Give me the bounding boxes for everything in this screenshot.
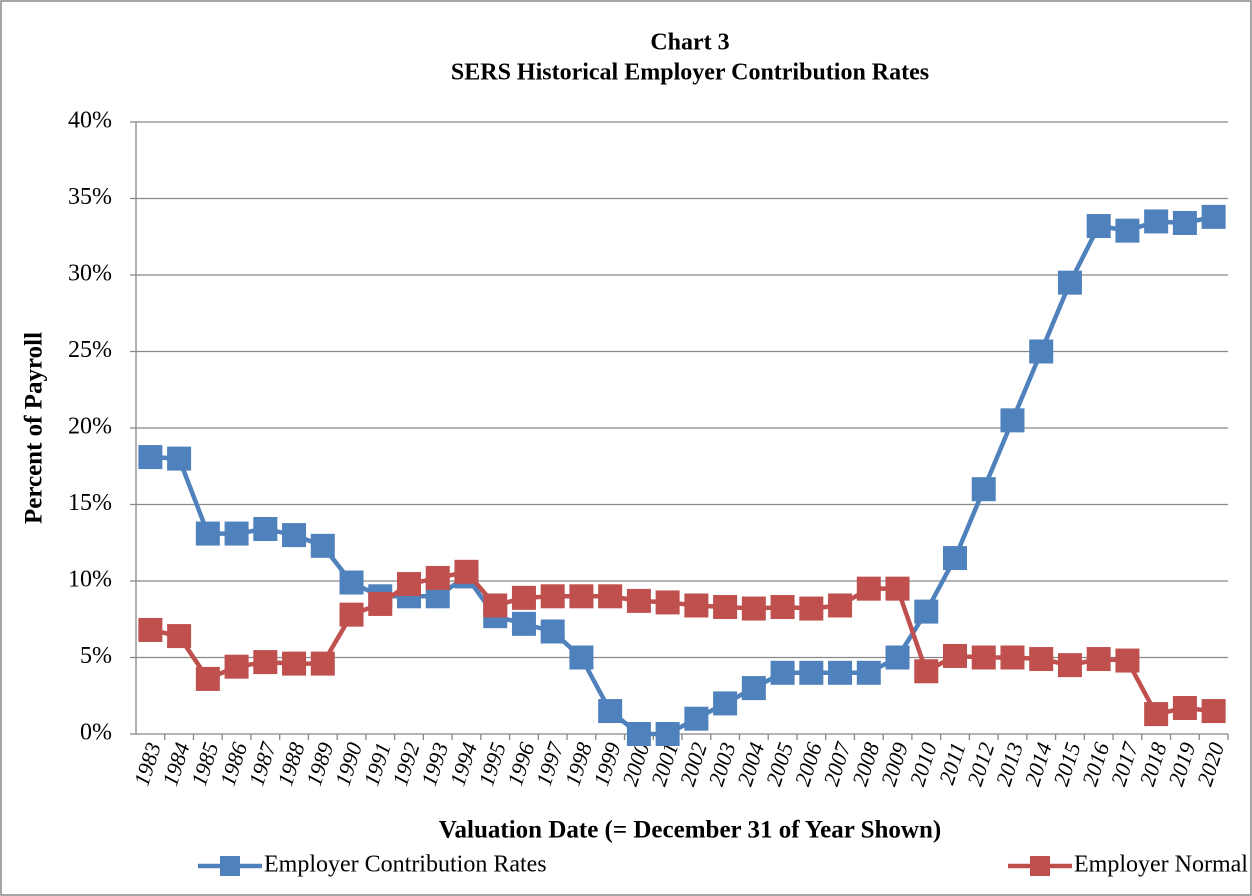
legend-label: Employer Contribution Rates xyxy=(264,852,547,878)
y-tick-label: 20% xyxy=(68,414,112,440)
data-marker xyxy=(1029,647,1054,672)
data-marker xyxy=(1057,653,1082,678)
data-marker xyxy=(741,676,766,701)
data-marker xyxy=(598,699,623,724)
data-marker xyxy=(1029,339,1054,364)
data-marker xyxy=(167,446,192,471)
data-marker xyxy=(195,521,220,546)
data-marker xyxy=(971,645,996,670)
data-marker xyxy=(828,660,853,685)
data-marker xyxy=(339,570,364,595)
data-marker xyxy=(770,660,795,685)
data-marker xyxy=(914,599,939,624)
data-marker xyxy=(799,596,824,621)
data-marker xyxy=(569,584,594,609)
chart-title: Chart 3 xyxy=(650,30,729,56)
data-marker xyxy=(1086,647,1111,672)
data-marker xyxy=(310,651,335,676)
data-marker xyxy=(483,593,508,618)
data-marker xyxy=(971,477,996,502)
data-marker xyxy=(454,559,479,584)
data-marker xyxy=(856,660,881,685)
data-marker xyxy=(540,619,565,644)
y-tick-label: 25% xyxy=(68,337,112,363)
data-marker xyxy=(1086,214,1111,239)
y-tick-label: 10% xyxy=(68,567,112,593)
data-marker xyxy=(885,645,910,670)
data-marker xyxy=(138,617,163,642)
data-marker xyxy=(914,659,939,684)
y-tick-label: 15% xyxy=(68,490,112,516)
data-marker xyxy=(253,516,278,541)
data-marker xyxy=(368,591,393,616)
data-marker xyxy=(195,666,220,691)
data-marker xyxy=(741,596,766,621)
legend-marker xyxy=(220,856,240,876)
data-marker xyxy=(684,593,709,618)
legend-label: Employer Normal Cost Rates xyxy=(1074,852,1252,878)
data-marker xyxy=(655,590,680,615)
data-marker xyxy=(511,611,536,636)
data-marker xyxy=(1144,209,1169,234)
data-marker xyxy=(1144,702,1169,727)
data-marker xyxy=(253,650,278,675)
data-marker xyxy=(1057,270,1082,295)
chart-subtitle: SERS Historical Employer Contribution Ra… xyxy=(451,60,929,86)
data-marker xyxy=(598,584,623,609)
y-tick-label: 0% xyxy=(80,720,112,746)
data-marker xyxy=(799,660,824,685)
data-marker xyxy=(943,546,967,571)
data-marker xyxy=(713,595,738,620)
data-marker xyxy=(1000,645,1025,670)
data-marker xyxy=(1172,210,1197,235)
data-marker xyxy=(713,691,738,716)
data-marker xyxy=(569,645,594,670)
data-marker xyxy=(397,572,421,597)
y-tick-label: 30% xyxy=(68,261,112,287)
data-marker xyxy=(1172,695,1197,720)
y-axis-label: Percent of Payroll xyxy=(21,332,48,524)
data-marker xyxy=(511,585,536,610)
y-tick-label: 5% xyxy=(80,643,112,669)
y-tick-label: 35% xyxy=(68,184,112,210)
data-marker xyxy=(626,722,651,746)
data-marker xyxy=(1201,699,1226,724)
x-axis-label: Valuation Date (= December 31 of Year Sh… xyxy=(439,817,941,844)
data-marker xyxy=(282,651,307,676)
data-marker xyxy=(224,521,249,546)
data-marker xyxy=(655,722,680,746)
data-marker xyxy=(856,576,881,601)
data-marker xyxy=(828,593,853,618)
data-marker xyxy=(540,584,565,609)
data-marker xyxy=(684,706,709,731)
data-marker xyxy=(310,533,335,558)
data-marker xyxy=(885,576,910,601)
data-marker xyxy=(1201,204,1226,229)
data-marker xyxy=(943,643,967,668)
data-marker xyxy=(770,595,795,620)
data-marker xyxy=(224,654,249,679)
data-marker xyxy=(282,523,307,548)
data-marker xyxy=(1115,218,1140,243)
data-marker xyxy=(1115,648,1140,673)
data-marker xyxy=(339,602,364,627)
data-marker xyxy=(138,445,163,470)
data-marker xyxy=(425,565,450,590)
data-marker xyxy=(1000,408,1025,433)
data-marker xyxy=(167,624,192,649)
y-tick-label: 40% xyxy=(68,108,112,134)
data-marker xyxy=(626,588,651,613)
legend-marker xyxy=(1030,856,1050,876)
